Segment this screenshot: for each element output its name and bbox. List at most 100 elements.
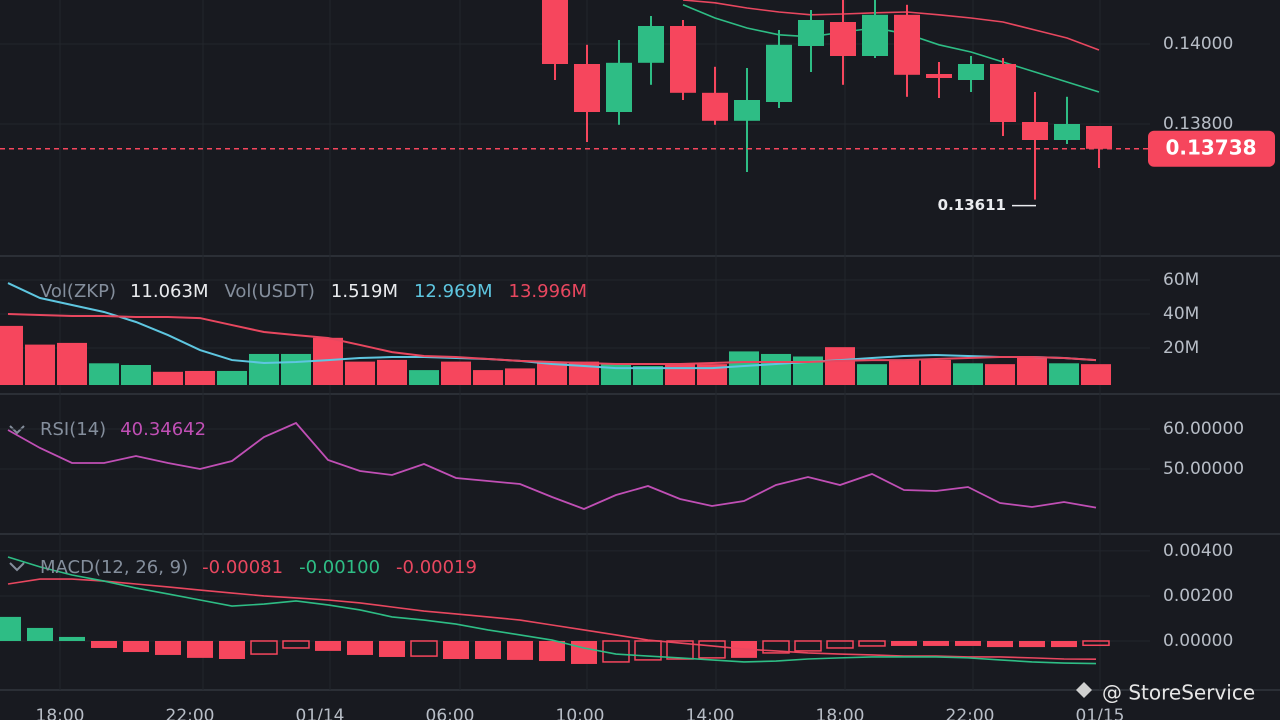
macd-histogram-bar [379,640,405,657]
y-tick-label: 0.14000 [1163,34,1233,54]
candle-body [1054,124,1080,140]
volume-bar [729,351,759,386]
candle-body [574,64,600,112]
macd-histogram-bar [410,640,438,657]
macd-histogram-bar [475,640,501,660]
indicator-line [7,556,1097,665]
volume-bar [697,364,727,386]
macd-histogram-bar [0,616,21,641]
volume-bar [1049,363,1079,386]
volume-bar [473,370,503,386]
indicator-line [7,578,1097,661]
candle-body [542,0,568,64]
y-tick-label: 50.00000 [1163,459,1244,479]
volume-bar [825,347,855,386]
chevron[interactable] [9,562,25,572]
volume-bar [601,364,631,386]
indicator-readout: -0.00019 [396,557,477,578]
indicator-readout: -0.00100 [299,557,380,578]
volume-bar [857,364,887,386]
watermark: @ StoreService [1102,681,1255,705]
volume-bar [409,370,439,386]
macd-histogram-bar [282,640,310,649]
y-tick-label: 0.00000 [1163,631,1233,651]
indicator-readout: -0.00081 [202,557,283,578]
volume-bar [89,363,119,386]
candle-body [670,26,696,93]
macd-histogram-bar [826,640,854,649]
volume-bar [985,364,1015,386]
indicator-title: MACD(12, 26, 9) [40,557,188,578]
indicator-line [7,421,1097,510]
candle-body [734,100,760,121]
volume-bar [25,344,55,386]
macd-histogram-bar [1082,640,1110,647]
macd-histogram-bar [794,640,822,652]
volume-bar [505,368,535,386]
macd-histogram-bar [666,640,694,660]
volume-bar [121,365,151,386]
macd-histogram-bar [187,640,213,658]
macd-histogram-bar [698,640,726,659]
volume-bar [217,370,247,386]
candle-body [958,64,984,80]
volume-bar [761,353,791,386]
volume-bar [537,361,567,386]
x-tick-label: 01/14 [296,706,345,720]
volume-bar [1017,356,1047,386]
x-tick-label: 18:00 [816,706,865,720]
candle-body [638,26,664,63]
volume-bar [0,325,23,386]
x-tick-label: 10:00 [556,706,605,720]
y-tick-label: 60M [1163,270,1199,290]
macd-histogram-bar [91,640,117,648]
indicator-readout: 1.519M [331,281,398,302]
volume-bar [441,361,471,386]
volume-bar [249,353,279,386]
indicator-line [7,313,1097,365]
volume-bar [345,361,375,386]
macd-histogram-bar [123,640,149,653]
macd-histogram-bar [219,640,245,660]
chevron[interactable] [9,425,25,435]
candle-body [1086,126,1112,149]
last-price-label: 0.13738 [1165,135,1256,159]
x-tick-label: 01/15 [1076,706,1125,720]
macd-histogram-bar [1019,640,1045,648]
macd-histogram-bar [539,640,565,662]
y-tick-label: 0.00200 [1163,586,1233,606]
candle-body [894,14,920,75]
volume-bar [185,370,215,386]
macd-histogram-bar [347,640,373,655]
candle-body [862,14,888,57]
macd-histogram-bar [315,640,341,651]
y-tick-label: 40M [1163,304,1199,324]
indicator-line [682,4,1100,93]
macd-histogram-bar [634,640,662,661]
macd-histogram-bar [858,640,886,647]
macd-histogram-bar [155,640,181,655]
indicator-readout: Vol(USDT) [224,281,314,302]
x-tick-label: 06:00 [426,706,475,720]
macd-histogram-bar [955,640,981,646]
macd-histogram-bar [443,640,469,660]
volume-bar [153,371,183,386]
volume-bar [57,342,87,386]
logo [1076,682,1092,698]
candle-body [926,74,952,78]
macd-histogram-bar [571,640,597,664]
candle-body [1022,122,1048,140]
y-tick-label: 0.00400 [1163,541,1233,561]
macd-histogram-bar [27,627,53,641]
x-tick-label: 22:00 [166,706,215,720]
macd-histogram-bar [891,640,917,646]
y-tick-label: 20M [1163,338,1199,358]
volume-bar [921,359,951,386]
x-tick-label: 18:00 [36,706,85,720]
indicator-line [7,282,1097,370]
watermark-group: @ StoreService [1076,681,1255,705]
last-price-box [1148,130,1275,167]
candle-body [606,62,632,112]
x-tick-label: 14:00 [686,706,735,720]
indicator-readout: 12.969M [414,281,493,302]
